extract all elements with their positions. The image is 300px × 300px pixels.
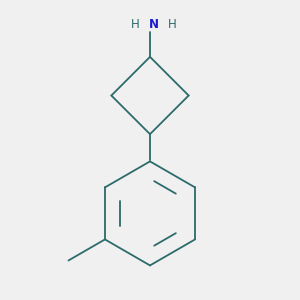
Text: N: N — [149, 18, 159, 31]
Text: H: H — [167, 18, 176, 31]
Text: H: H — [131, 18, 140, 31]
